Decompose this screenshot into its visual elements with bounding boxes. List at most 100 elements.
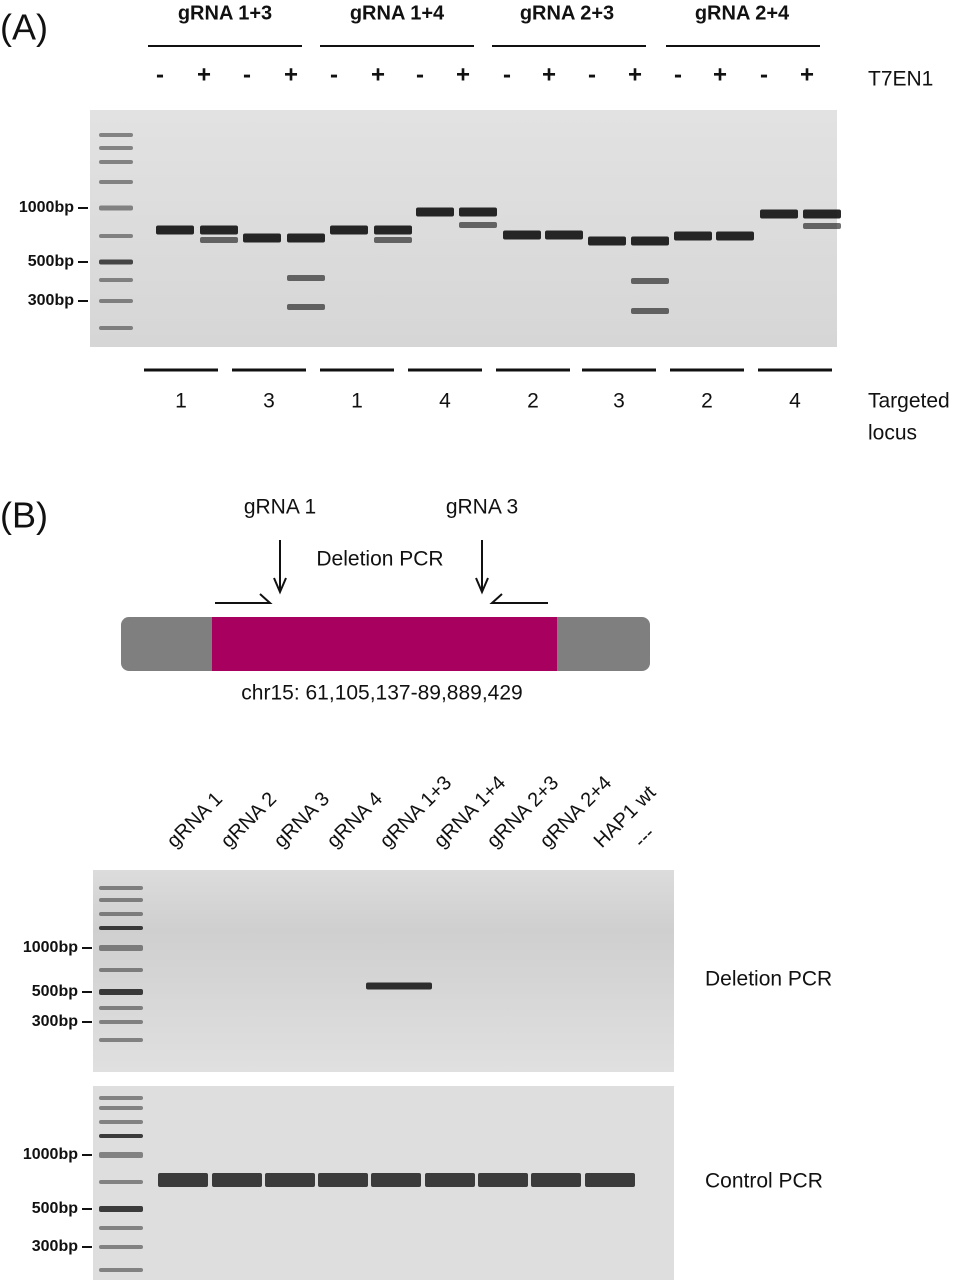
band xyxy=(99,146,133,150)
band xyxy=(631,236,669,246)
band xyxy=(287,233,325,243)
band xyxy=(631,308,669,314)
band xyxy=(99,205,133,211)
locus-number: 2 xyxy=(527,390,539,413)
locus-label: locus xyxy=(868,422,917,445)
lane-label: gRNA 3 xyxy=(270,788,334,852)
band xyxy=(374,225,412,235)
band xyxy=(99,1268,143,1272)
band xyxy=(99,1020,143,1024)
band xyxy=(585,1173,635,1187)
band xyxy=(99,1120,143,1124)
band xyxy=(99,1134,143,1138)
gel-label: Control PCR xyxy=(705,1170,823,1193)
band xyxy=(416,207,454,217)
size-marker: 500bp xyxy=(32,1200,78,1217)
treatment-label: T7EN1 xyxy=(868,68,933,91)
guide-label: gRNA 3 xyxy=(446,496,518,519)
treatment-sign: - xyxy=(416,61,424,88)
band xyxy=(374,237,412,243)
locus-number: 3 xyxy=(263,390,275,413)
lane-label: --- xyxy=(630,823,660,853)
band xyxy=(531,1173,581,1187)
band xyxy=(99,989,143,995)
band xyxy=(478,1173,528,1187)
size-marker: 500bp xyxy=(28,253,74,270)
band xyxy=(99,886,143,890)
band xyxy=(716,231,754,241)
deleted-region xyxy=(212,617,557,671)
band xyxy=(588,236,626,246)
treatment-sign: - xyxy=(243,61,251,88)
band xyxy=(99,133,133,137)
locus-number: 1 xyxy=(351,390,363,413)
treatment-sign: - xyxy=(760,61,768,88)
locus-number: 1 xyxy=(175,390,187,413)
band xyxy=(631,278,669,284)
band xyxy=(803,223,841,229)
panel-label: (B) xyxy=(0,495,48,536)
group-label: gRNA 1+4 xyxy=(350,2,445,24)
band xyxy=(459,222,497,228)
band xyxy=(287,275,325,281)
band xyxy=(459,207,497,217)
band xyxy=(803,209,841,219)
treatment-sign: - xyxy=(156,61,164,88)
treatment-sign: + xyxy=(542,61,556,88)
band xyxy=(330,225,368,235)
band xyxy=(265,1173,315,1187)
lane-label: gRNA 2 xyxy=(217,788,281,852)
band xyxy=(99,234,133,238)
band xyxy=(99,1038,143,1042)
locus-number: 4 xyxy=(789,390,801,413)
band xyxy=(99,160,133,164)
treatment-sign: - xyxy=(503,61,511,88)
lane-label: gRNA 4 xyxy=(323,788,387,852)
band xyxy=(99,898,143,902)
treatment-sign: - xyxy=(330,61,338,88)
band xyxy=(99,1096,143,1100)
size-marker: 1000bp xyxy=(23,939,78,956)
band xyxy=(99,912,143,916)
size-marker: 300bp xyxy=(32,1238,78,1255)
band xyxy=(99,1106,143,1110)
size-marker: 300bp xyxy=(28,292,74,309)
band xyxy=(425,1173,475,1187)
band xyxy=(99,180,133,184)
band xyxy=(99,259,133,265)
size-marker: 300bp xyxy=(32,1013,78,1030)
treatment-sign: - xyxy=(588,61,596,88)
locus-number: 4 xyxy=(439,390,451,413)
band xyxy=(99,1006,143,1010)
group-label: gRNA 2+3 xyxy=(520,2,614,24)
treatment-sign: + xyxy=(197,61,211,88)
band xyxy=(99,1206,143,1212)
band xyxy=(200,225,238,235)
band xyxy=(99,945,143,951)
locus-number: 3 xyxy=(613,390,625,413)
band xyxy=(99,926,143,930)
treatment-sign: + xyxy=(713,61,727,88)
band xyxy=(200,237,238,243)
band xyxy=(243,233,281,243)
band xyxy=(99,278,133,282)
guide-label: gRNA 1 xyxy=(244,496,316,519)
diagram-lines xyxy=(215,540,548,604)
group-label: gRNA 2+4 xyxy=(695,2,790,24)
band xyxy=(371,1173,421,1187)
band xyxy=(287,304,325,310)
band xyxy=(99,968,143,972)
treatment-sign: + xyxy=(371,61,385,88)
pcr-label: Deletion PCR xyxy=(316,548,443,571)
band xyxy=(99,326,133,330)
band xyxy=(156,225,194,235)
locus-number: 2 xyxy=(701,390,713,413)
band xyxy=(99,1245,143,1249)
band xyxy=(158,1173,208,1187)
size-marker: 500bp xyxy=(32,983,78,1000)
locus-label: Targeted xyxy=(868,390,950,413)
coordinates: chr15: 61,105,137-89,889,429 xyxy=(241,682,522,705)
band xyxy=(99,1226,143,1230)
band xyxy=(366,982,432,990)
band xyxy=(503,230,541,240)
